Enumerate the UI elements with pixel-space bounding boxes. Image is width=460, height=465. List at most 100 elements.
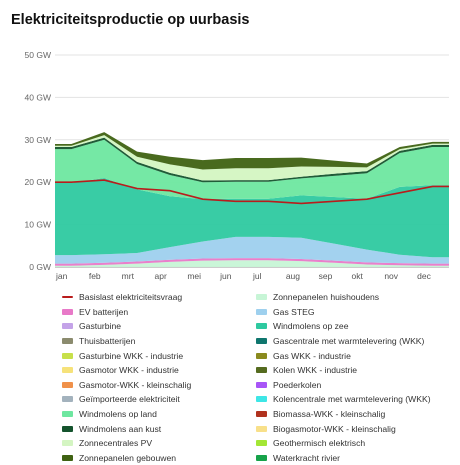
x-tick-label: sep [319, 271, 333, 281]
legend-swatch [62, 381, 73, 388]
legend-label: Thuisbatterijen [79, 336, 136, 347]
x-tick-label: mrt [122, 271, 135, 281]
legend-swatch [256, 381, 267, 388]
legend-label: Gasmotor WKK - industrie [79, 365, 179, 376]
x-tick-label: jul [252, 271, 262, 281]
legend-item[interactable]: Biogasmotor-WKK - kleinschalig [256, 421, 456, 436]
legend-item[interactable]: Gas WKK - industrie [256, 348, 456, 363]
area-series [55, 260, 449, 267]
legend-swatch [256, 367, 267, 374]
legend-label: EV batterijen [79, 306, 129, 317]
legend-swatch [62, 396, 73, 403]
legend-item[interactable]: EV batterijen [62, 305, 256, 320]
legend-item[interactable]: Geothermisch elektrisch [256, 436, 456, 451]
legend-label: Waterkracht rivier [273, 452, 341, 463]
legend-swatch [62, 352, 73, 359]
y-tick-label: 0 GW [29, 262, 51, 272]
y-tick-label: 40 GW [25, 92, 51, 102]
x-tick-label: jan [55, 271, 68, 281]
legend-label: Geothermisch elektrisch [273, 438, 366, 449]
legend-swatch [62, 323, 73, 330]
y-tick-label: 50 GW [25, 50, 51, 60]
legend-item[interactable]: Thuisbatterijen [62, 334, 256, 349]
legend-item[interactable]: Poederkolen [256, 378, 456, 393]
legend-label: Windmolens op land [79, 409, 157, 420]
legend-label: Poederkolen [273, 379, 322, 390]
legend-label: Zonnecentrales PV [79, 438, 153, 449]
legend-swatch [62, 425, 73, 432]
legend-swatch [256, 308, 267, 315]
legend-label: Gascentrale met warmtelevering (WKK) [273, 336, 425, 347]
legend-swatch [62, 454, 73, 461]
legend-item[interactable]: Gascentrale met warmtelevering (WKK) [256, 334, 456, 349]
legend-label: Windmolens aan kust [79, 423, 162, 434]
legend-swatch [256, 425, 267, 432]
legend-item[interactable]: Gasmotor WKK - industrie [62, 363, 256, 378]
legend-label: Biogasmotor-WKK - kleinschalig [273, 423, 396, 434]
legend-item[interactable]: Gasmotor-WKK - kleinschalig [62, 378, 256, 393]
page-title: Elektriciteitsproductie op uurbasis [11, 12, 250, 28]
legend-item[interactable]: Zonnepanelen gebouwen [62, 451, 256, 465]
legend-item[interactable]: Zonnepanelen huishoudens [256, 290, 456, 305]
legend-swatch [62, 296, 73, 299]
area-series [55, 132, 449, 170]
legend-item[interactable]: Windmolens aan kust [62, 421, 256, 436]
x-tick-label: apr [155, 271, 167, 281]
legend-item[interactable]: Kolencentrale met warmtelevering (WKK) [256, 392, 456, 407]
legend-swatch [62, 308, 73, 315]
x-tick-label: okt [352, 271, 364, 281]
area-series [55, 236, 449, 264]
legend-swatch [256, 440, 267, 447]
area-series [55, 177, 449, 258]
legend-swatch [256, 352, 267, 359]
legend-item[interactable]: Kolen WKK - industrie [256, 363, 456, 378]
legend-swatch [62, 440, 73, 447]
y-tick-label: 20 GW [25, 177, 51, 187]
legend-label: Gasturbine [79, 321, 122, 332]
x-tick-label: dec [417, 271, 431, 281]
legend-label: Zonnepanelen huishoudens [273, 292, 380, 303]
legend-item[interactable]: Gas STEG [256, 305, 456, 320]
y-tick-label: 10 GW [25, 220, 51, 230]
legend-label: Geïmporteerde elektriciteit [79, 394, 180, 405]
legend-swatch [62, 411, 73, 418]
x-tick-label: feb [89, 271, 101, 281]
area-series [55, 258, 449, 266]
legend-label: Gasturbine WKK - industrie [79, 350, 184, 361]
legend-label: Basislast elektriciteitsvraag [79, 292, 183, 303]
legend-label: Kolencentrale met warmtelevering (WKK) [273, 394, 431, 405]
x-tick-label: aug [286, 271, 300, 281]
legend-item[interactable]: Basislast elektriciteitsvraag [62, 290, 256, 305]
legend-item[interactable]: Gasturbine WKK - industrie [62, 348, 256, 363]
legend-label: Gas WKK - industrie [273, 350, 351, 361]
legend-swatch [256, 396, 267, 403]
y-tick-label: 30 GW [25, 135, 51, 145]
legend-label: Gas STEG [273, 306, 315, 317]
legend-label: Gasmotor-WKK - kleinschalig [79, 379, 192, 390]
area-series [55, 135, 449, 181]
production-chart: 0 GW 10 GW 20 GW 30 GW 40 GW 50 GW jan feb mrt ap… [25, 50, 449, 281]
legend-label: Kolen WKK - industrie [273, 365, 358, 376]
legend-swatch [256, 411, 267, 418]
legend-item[interactable]: Waterkracht rivier [256, 451, 456, 465]
legend-item[interactable]: Gasturbine [62, 319, 256, 334]
legend-item[interactable]: Biomassa-WKK - kleinschalig [256, 407, 456, 422]
chart-legend: Basislast elektriciteitsvraag Zonnepanele… [62, 290, 460, 465]
legend-swatch [256, 338, 267, 345]
legend-label: Zonnepanelen gebouwen [79, 452, 177, 463]
legend-label: Biomassa-WKK - kleinschalig [273, 409, 386, 420]
legend-item[interactable]: Windmolens op zee [256, 319, 456, 334]
x-tick-label: mei [187, 271, 201, 281]
series-line [55, 179, 449, 205]
area-series [55, 139, 449, 200]
x-tick-label: jun [219, 271, 232, 281]
legend-swatch [62, 338, 73, 345]
x-tick-label: nov [384, 271, 398, 281]
legend-swatch [62, 367, 73, 374]
legend-item[interactable]: Zonnecentrales PV [62, 436, 256, 451]
legend-swatch [256, 294, 267, 301]
legend-item[interactable]: Windmolens op land [62, 407, 256, 422]
area-series [55, 137, 449, 183]
legend-label: Windmolens op zee [273, 321, 349, 332]
legend-item[interactable]: Geïmporteerde elektriciteit [62, 392, 256, 407]
